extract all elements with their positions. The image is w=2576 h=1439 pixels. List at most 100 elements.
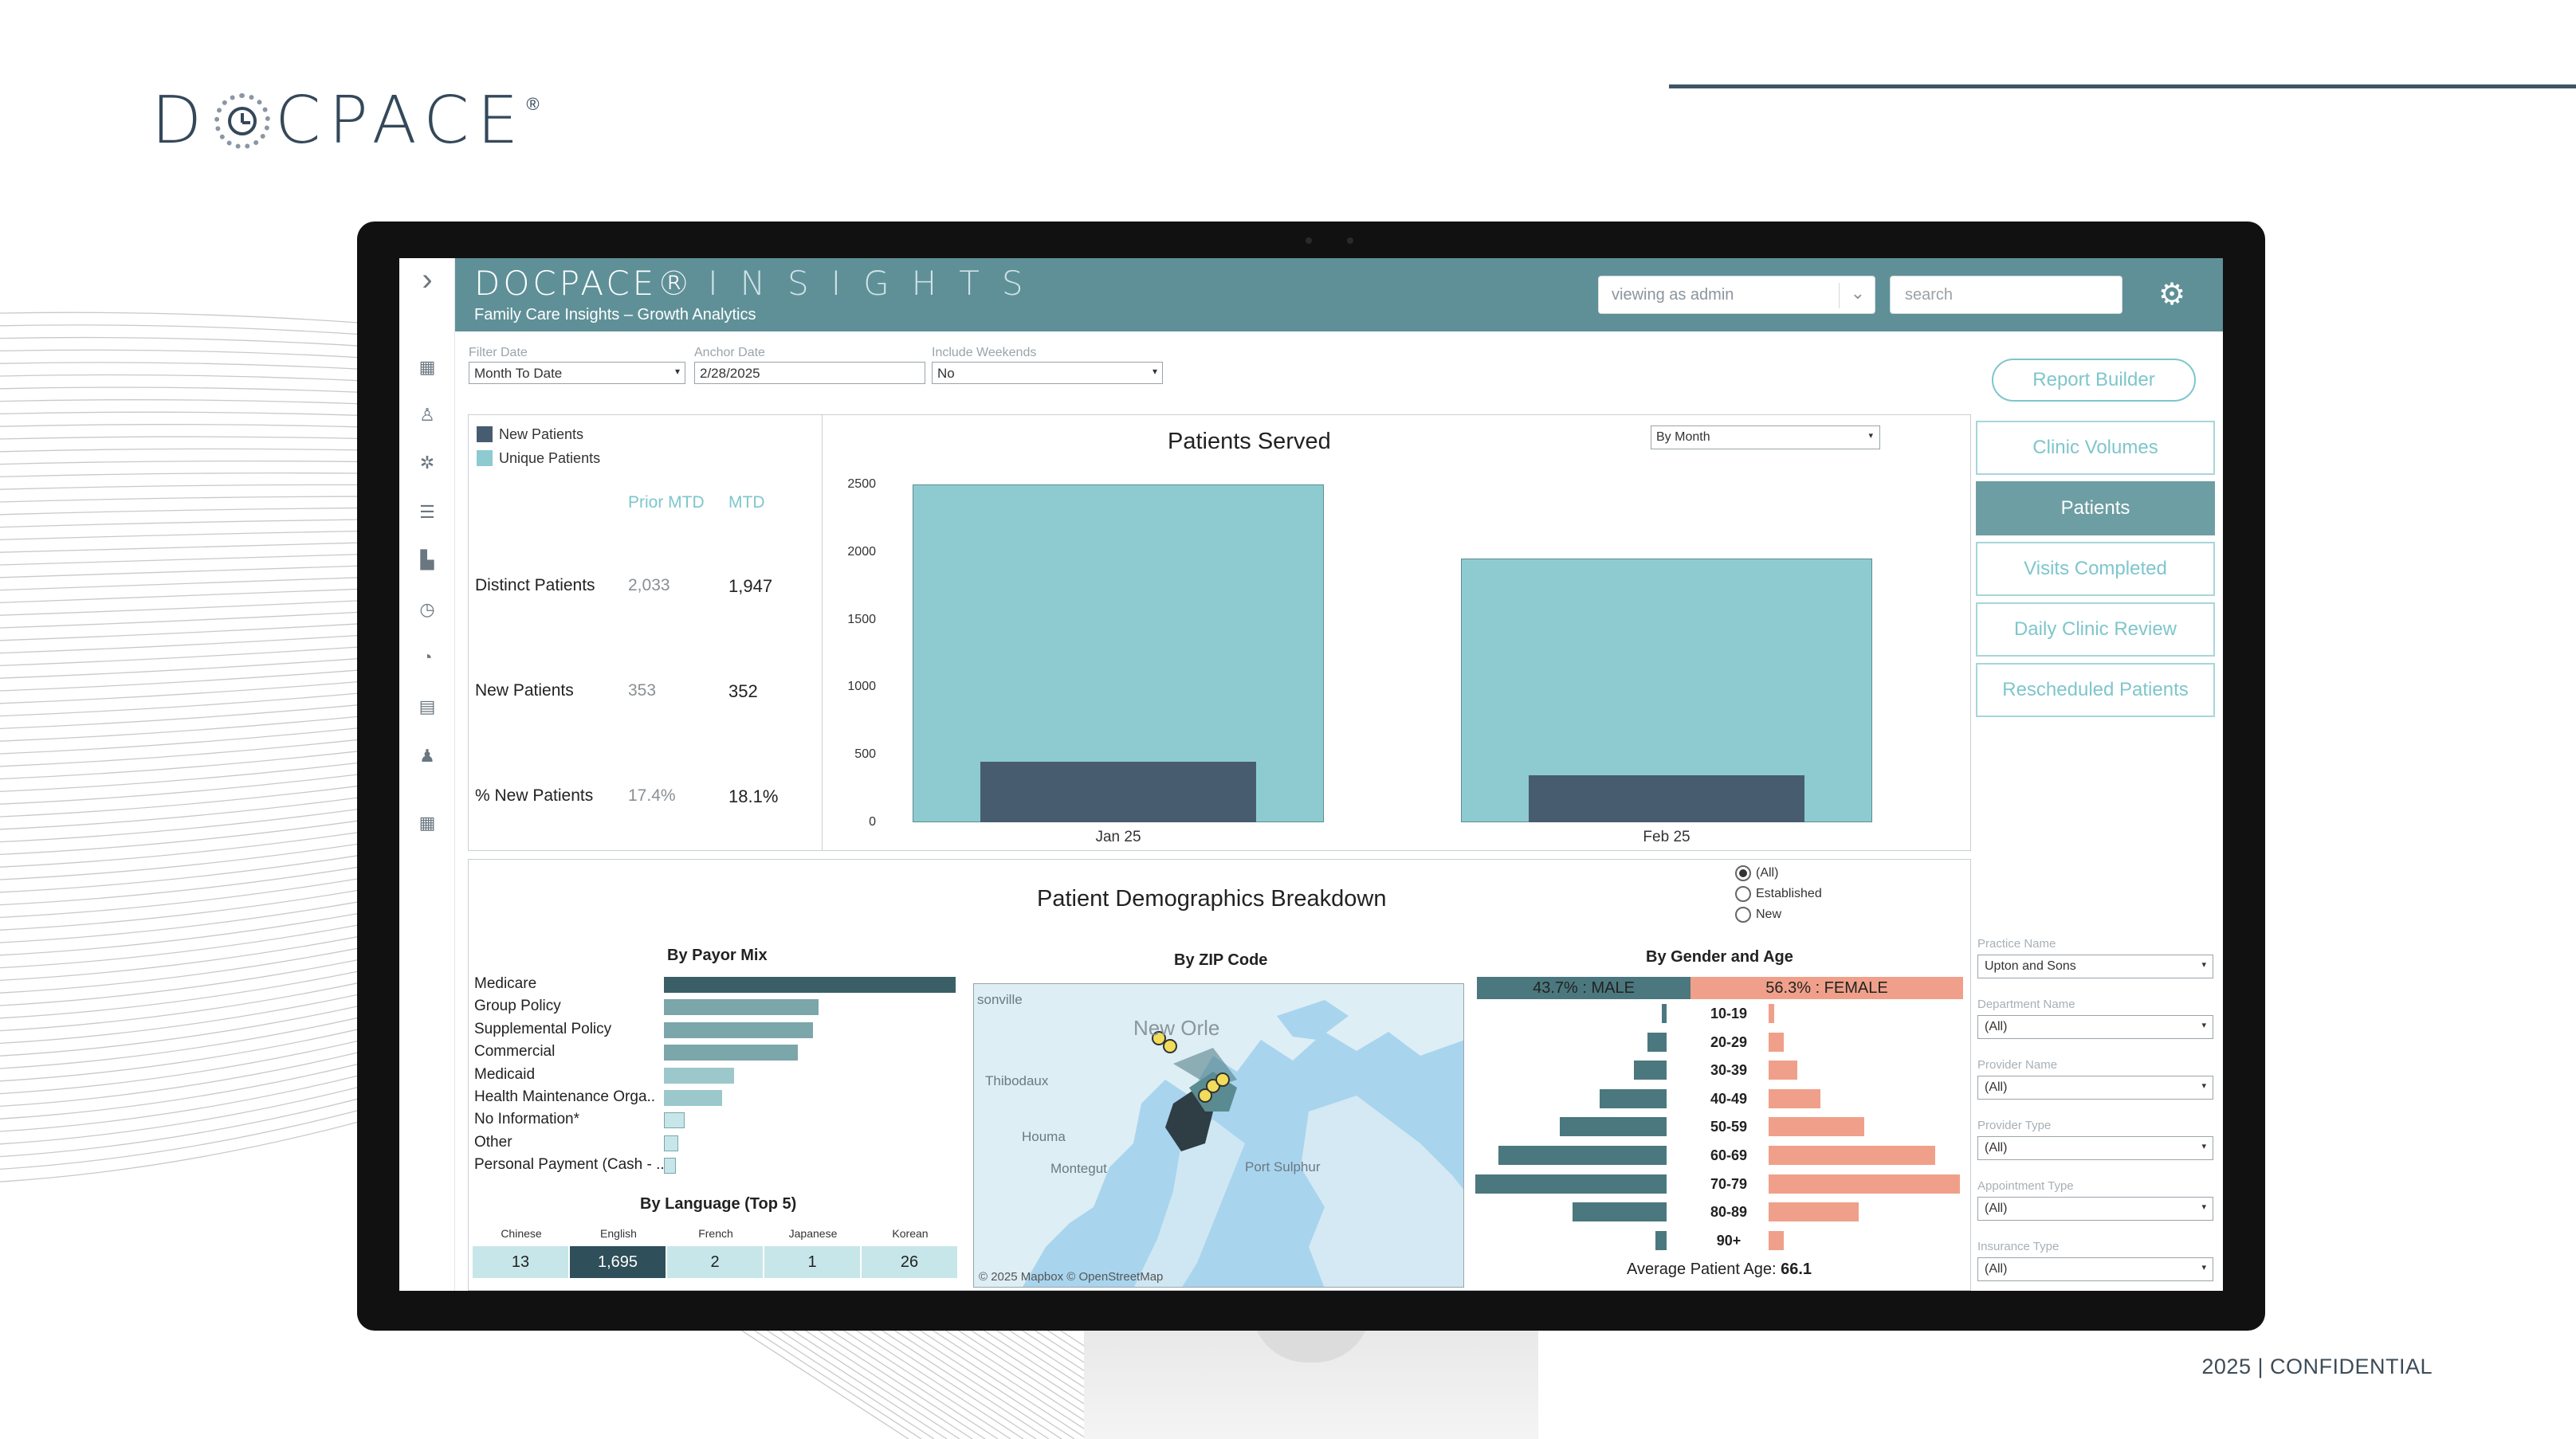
payor-label: Health Maintenance Orga..	[474, 1088, 656, 1105]
bar-new-patients[interactable]	[980, 761, 1256, 822]
insurance-type-select[interactable]: (All) ▾	[1977, 1257, 2213, 1281]
payor-bar[interactable]	[664, 1090, 723, 1106]
age-bar-male[interactable]	[1655, 1230, 1667, 1250]
age-bar-male[interactable]	[1647, 1032, 1667, 1052]
bar-new-patients[interactable]	[1529, 774, 1804, 822]
caret-down-icon: ▾	[1868, 431, 1873, 441]
age-bar-female[interactable]	[1769, 1117, 1864, 1137]
map-label-port-sulphur: Port Sulphur	[1245, 1159, 1321, 1174]
map-label-houma: Houma	[1022, 1129, 1066, 1144]
provider-type-label: Provider Type	[1977, 1119, 2052, 1132]
nav-rescheduled-patients[interactable]: Rescheduled Patients	[1976, 663, 2215, 717]
decorative-line	[0, 424, 359, 428]
decorative-line	[0, 947, 359, 994]
calendar-check-icon[interactable]: ▤	[418, 696, 436, 716]
decorative-line	[0, 657, 359, 679]
payor-bar[interactable]	[664, 1112, 685, 1129]
radio-new[interactable]: New	[1735, 907, 1781, 923]
report-builder-button[interactable]: Report Builder	[1992, 359, 2196, 402]
age-bar-male[interactable]	[1559, 1117, 1667, 1137]
insurance-type-label: Insurance Type	[1977, 1240, 2060, 1253]
decorative-line	[0, 1005, 359, 1057]
zip-code-map[interactable]: New Orle Thibodaux Houma Montegut Port S…	[973, 983, 1464, 1288]
decorative-line	[870, 1315, 1062, 1439]
decorative-line	[0, 716, 359, 742]
y-tick-label: 1500	[847, 612, 876, 626]
decorative-line	[0, 324, 359, 335]
list-icon[interactable]: ☰	[419, 502, 435, 522]
age-bar-female[interactable]	[1769, 1004, 1775, 1023]
payor-bar[interactable]	[664, 1135, 679, 1151]
age-bar-female[interactable]	[1769, 1174, 1960, 1194]
provider-type-select[interactable]: (All) ▾	[1977, 1136, 2213, 1160]
radio-established[interactable]: Established	[1735, 886, 1822, 902]
nav-daily-clinic-review[interactable]: Daily Clinic Review	[1976, 602, 2215, 657]
age-bar-female[interactable]	[1769, 1146, 1935, 1165]
user-icon[interactable]: ♙	[419, 405, 435, 425]
legend-new-patients: New Patients	[499, 426, 584, 442]
payor-bar[interactable]	[664, 1045, 799, 1061]
age-bar-female[interactable]	[1769, 1202, 1859, 1222]
payor-bar[interactable]	[664, 977, 956, 993]
payor-bar[interactable]	[664, 1158, 676, 1174]
age-bar-female[interactable]	[1769, 1061, 1797, 1080]
decorative-line	[0, 484, 359, 490]
nav-visits-completed[interactable]: Visits Completed	[1976, 542, 2215, 596]
payor-bar[interactable]	[664, 1021, 813, 1038]
users-group-icon[interactable]: ♟	[419, 746, 435, 766]
select-divider	[1839, 283, 1840, 308]
slide-logo: D CPACE ®	[151, 88, 540, 154]
payor-bar[interactable]	[664, 1067, 734, 1084]
alarm-clock-icon[interactable]: ◷	[419, 599, 435, 619]
calendar-icon[interactable]: ▦	[418, 813, 436, 833]
monitor-frame: › ▦ ♙ ✲ ☰ ▙ ◷ ◔ ▤ ♟ ▦ DOCPACE® INSIGHTS F…	[357, 222, 2265, 1331]
include-weekends-label: Include Weekends	[932, 346, 1037, 359]
col-mtd: MTD	[728, 493, 765, 512]
include-weekends-value: No	[937, 366, 955, 381]
include-weekends-select[interactable]: No ▾	[932, 362, 1163, 384]
age-bar-male[interactable]	[1498, 1146, 1667, 1165]
age-group-label: 40-49	[1710, 1090, 1748, 1107]
decorative-line	[908, 1315, 1101, 1439]
provider-name-select[interactable]: (All) ▾	[1977, 1076, 2213, 1100]
calendar-icon[interactable]: ▦	[418, 357, 436, 377]
filter-date-select[interactable]: Month To Date ▾	[469, 362, 685, 384]
app-header: DOCPACE® INSIGHTS Family Care Insights – …	[455, 258, 2223, 331]
viewing-as-select[interactable]: viewing as admin ⌄	[1598, 276, 1875, 314]
decorative-line	[0, 774, 359, 805]
x-tick-label: Jan 25	[1095, 829, 1141, 845]
nav-patients[interactable]: Patients	[1976, 481, 2215, 535]
age-bar-male[interactable]	[1600, 1088, 1667, 1108]
anchor-date-input[interactable]: 2/28/2025	[694, 362, 925, 384]
nav-clinic-volumes[interactable]: Clinic Volumes	[1976, 421, 2215, 475]
decorative-line	[0, 577, 359, 591]
age-group-label: 30-39	[1710, 1062, 1748, 1079]
decorative-line	[0, 704, 359, 730]
search-input[interactable]: search	[1890, 276, 2122, 314]
age-bar-female[interactable]	[1769, 1032, 1785, 1052]
gear-icon[interactable]: ⚙	[2158, 278, 2186, 312]
camera-dot	[1347, 237, 1353, 244]
age-bar-male[interactable]	[1475, 1174, 1667, 1194]
expand-chevron-icon[interactable]: ›	[422, 262, 433, 297]
building-user-icon[interactable]: ▙	[420, 550, 434, 570]
age-bar-male[interactable]	[1662, 1004, 1667, 1023]
language-header: English	[600, 1227, 637, 1240]
period-select[interactable]: By Month ▾	[1651, 425, 1880, 449]
network-icon[interactable]: ✲	[419, 453, 435, 472]
department-name-select[interactable]: (All) ▾	[1977, 1015, 2213, 1039]
age-bar-female[interactable]	[1769, 1230, 1785, 1250]
radio-all[interactable]: (All)	[1735, 865, 1778, 881]
age-bar-male[interactable]	[1634, 1061, 1667, 1080]
appointment-type-select[interactable]: (All) ▾	[1977, 1197, 2213, 1221]
practice-name-select[interactable]: Upton and Sons ▾	[1977, 955, 2213, 978]
age-bar-female[interactable]	[1769, 1088, 1820, 1108]
decorative-line	[717, 1315, 909, 1439]
payor-bar[interactable]	[664, 999, 819, 1016]
payor-label: Other	[474, 1133, 512, 1151]
age-bar-male[interactable]	[1573, 1202, 1667, 1222]
gauge-icon[interactable]: ◔	[422, 647, 433, 667]
decorative-line	[0, 519, 359, 528]
payor-label: Supplemental Policy	[474, 1020, 612, 1037]
gender-age-title: By Gender and Age	[1646, 948, 1793, 966]
